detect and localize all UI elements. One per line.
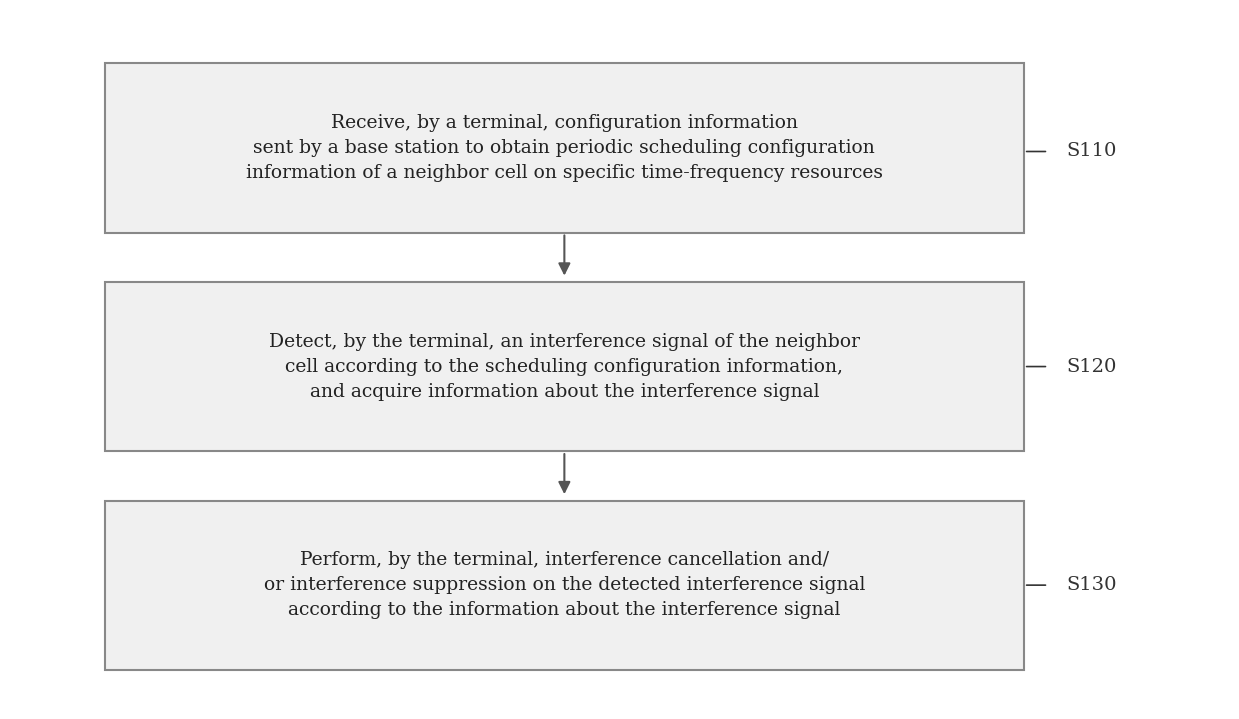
Text: Perform, by the terminal, interference cancellation and/
or interference suppres: Perform, by the terminal, interference c… xyxy=(264,551,865,619)
Text: S110: S110 xyxy=(1067,142,1118,160)
FancyBboxPatch shape xyxy=(105,282,1023,451)
Text: S130: S130 xyxy=(1067,576,1118,594)
FancyBboxPatch shape xyxy=(105,63,1023,232)
Text: S120: S120 xyxy=(1067,357,1118,375)
Text: Receive, by a terminal, configuration information
sent by a base station to obta: Receive, by a terminal, configuration in… xyxy=(245,114,883,182)
Text: Detect, by the terminal, an interference signal of the neighbor
cell according t: Detect, by the terminal, an interference… xyxy=(269,333,860,400)
FancyBboxPatch shape xyxy=(105,500,1023,670)
